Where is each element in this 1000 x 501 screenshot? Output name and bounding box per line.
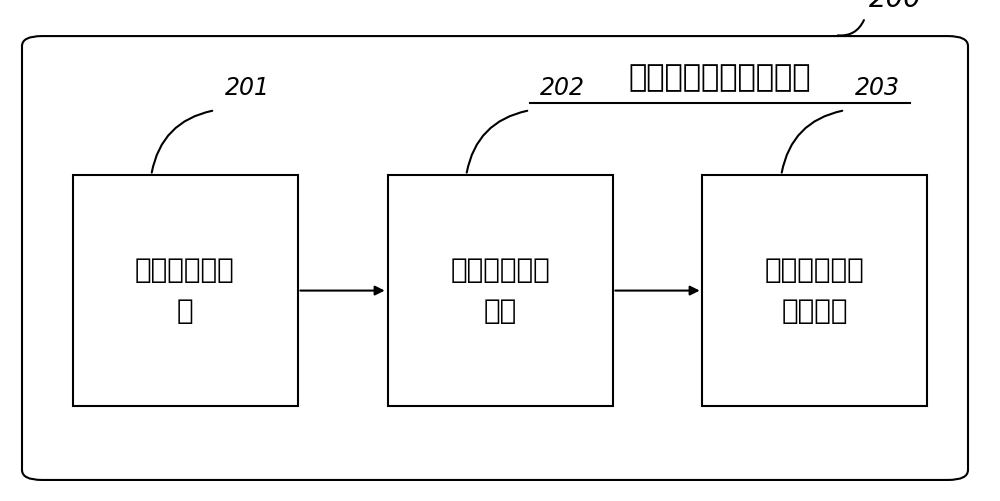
Text: 巡检要求清单
更新单元: 巡检要求清单 更新单元: [765, 256, 865, 325]
Text: 202: 202: [540, 76, 585, 100]
Bar: [702, 175, 927, 406]
Text: 203: 203: [855, 76, 900, 100]
Bar: [388, 175, 612, 406]
Text: 巡检报告生成
单元: 巡检报告生成 单元: [450, 256, 550, 325]
Text: 201: 201: [225, 76, 270, 100]
Text: 二维码扫描单
元: 二维码扫描单 元: [135, 256, 235, 325]
Text: 200: 200: [869, 0, 921, 13]
Bar: [72, 175, 298, 406]
Text: 二维码扫描的巡检系统: 二维码扫描的巡检系统: [629, 63, 811, 92]
FancyBboxPatch shape: [22, 36, 968, 480]
